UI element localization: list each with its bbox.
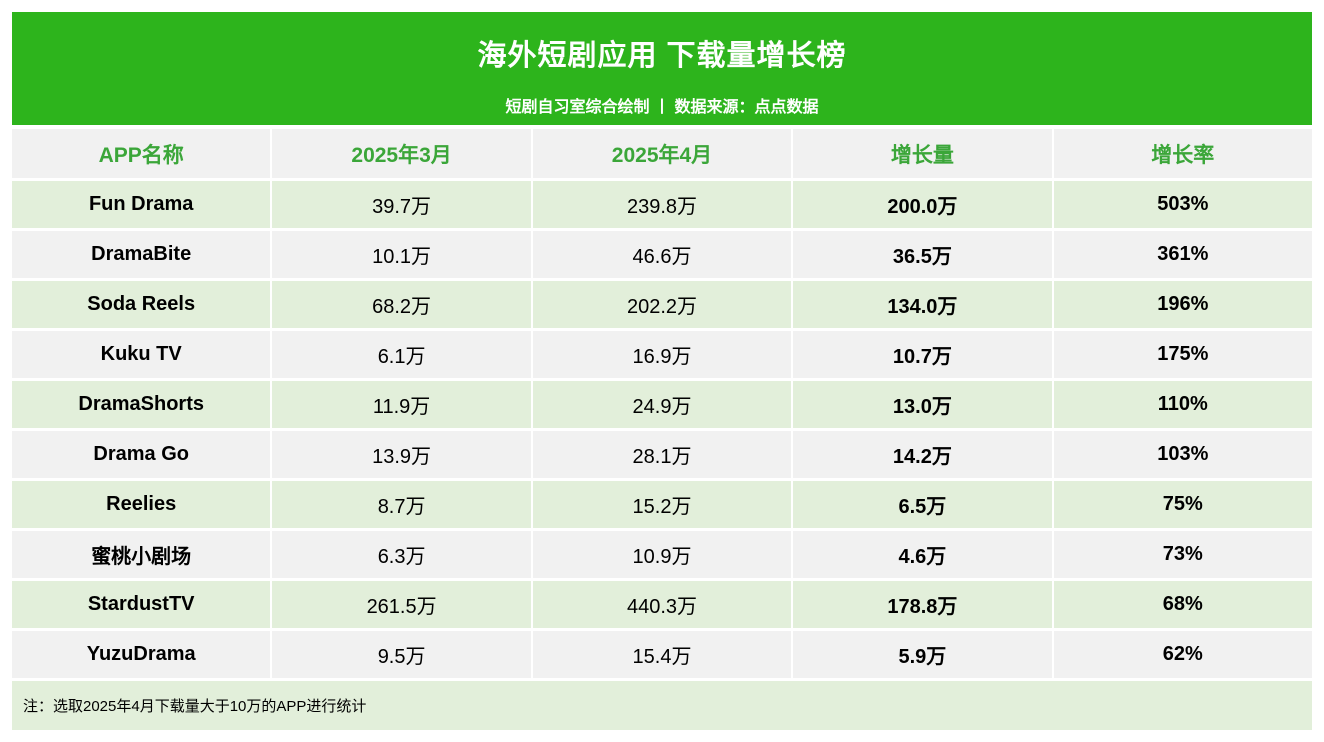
march-value-cell: 8.7万 xyxy=(272,481,531,528)
growth-value-cell: 10.7万 xyxy=(793,331,1052,378)
title-banner: 海外短剧应用 下载量增长榜 短剧自习室综合绘制 丨 数据来源：点点数据 xyxy=(12,12,1312,125)
app-name-cell: Soda Reels xyxy=(12,281,271,328)
march-value-cell: 68.2万 xyxy=(272,281,531,328)
growth-rate-cell: 361% xyxy=(1053,231,1312,278)
download-growth-table: APP名称 2025年3月 2025年4月 增长量 增长率 Fun Drama … xyxy=(12,129,1312,678)
growth-rate-cell: 62% xyxy=(1053,631,1312,678)
growth-value-cell: 36.5万 xyxy=(793,231,1052,278)
growth-rate-cell: 196% xyxy=(1053,281,1312,328)
march-value-cell: 9.5万 xyxy=(272,631,531,678)
column-header-march-2025: 2025年3月 xyxy=(272,129,531,178)
app-name-cell: Reelies xyxy=(12,481,271,528)
growth-value-cell: 4.6万 xyxy=(793,531,1052,578)
growth-rate-cell: 503% xyxy=(1053,181,1312,228)
growth-value-cell: 6.5万 xyxy=(793,481,1052,528)
growth-value-cell: 13.0万 xyxy=(793,381,1052,428)
app-name-cell: DramaBite xyxy=(12,231,271,278)
app-name-cell: DramaShorts xyxy=(12,381,271,428)
growth-value-cell: 178.8万 xyxy=(793,581,1052,628)
march-value-cell: 11.9万 xyxy=(272,381,531,428)
column-header-april-2025: 2025年4月 xyxy=(532,129,792,178)
growth-rate-cell: 110% xyxy=(1053,381,1312,428)
app-name-cell: StardustTV xyxy=(12,581,271,628)
app-name-cell: Kuku TV xyxy=(12,331,271,378)
march-value-cell: 10.1万 xyxy=(272,231,531,278)
growth-value-cell: 5.9万 xyxy=(793,631,1052,678)
column-header-growth-rate: 增长率 xyxy=(1053,129,1312,178)
content-area: 海外短剧应用 下载量增长榜 短剧自习室综合绘制 丨 数据来源：点点数据 APP名… xyxy=(12,12,1312,730)
footnote: 注：选取2025年4月下载量大于10万的APP进行统计 xyxy=(12,681,1312,730)
growth-value-cell: 200.0万 xyxy=(793,181,1052,228)
march-value-cell: 261.5万 xyxy=(272,581,531,628)
growth-rate-cell: 75% xyxy=(1053,481,1312,528)
april-value-cell: 46.6万 xyxy=(532,231,792,278)
march-value-cell: 39.7万 xyxy=(272,181,531,228)
april-value-cell: 440.3万 xyxy=(532,581,792,628)
march-value-cell: 13.9万 xyxy=(272,431,531,478)
app-name-cell: YuzuDrama xyxy=(12,631,271,678)
march-value-cell: 6.3万 xyxy=(272,531,531,578)
april-value-cell: 15.2万 xyxy=(532,481,792,528)
column-header-app-name: APP名称 xyxy=(12,129,271,178)
growth-rate-cell: 68% xyxy=(1053,581,1312,628)
april-value-cell: 28.1万 xyxy=(532,431,792,478)
april-value-cell: 24.9万 xyxy=(532,381,792,428)
column-header-growth-amount: 增长量 xyxy=(793,129,1052,178)
page-title: 海外短剧应用 下载量增长榜 xyxy=(477,40,847,72)
page-subtitle: 短剧自习室综合绘制 丨 数据来源：点点数据 xyxy=(505,99,819,116)
growth-value-cell: 14.2万 xyxy=(793,431,1052,478)
app-name-cell: 蜜桃小剧场 xyxy=(12,531,271,578)
growth-rate-cell: 103% xyxy=(1053,431,1312,478)
april-value-cell: 15.4万 xyxy=(532,631,792,678)
april-value-cell: 202.2万 xyxy=(532,281,792,328)
april-value-cell: 239.8万 xyxy=(532,181,792,228)
growth-rate-cell: 73% xyxy=(1053,531,1312,578)
growth-value-cell: 134.0万 xyxy=(793,281,1052,328)
april-value-cell: 10.9万 xyxy=(532,531,792,578)
growth-rate-cell: 175% xyxy=(1053,331,1312,378)
app-name-cell: Fun Drama xyxy=(12,181,271,228)
april-value-cell: 16.9万 xyxy=(532,331,792,378)
march-value-cell: 6.1万 xyxy=(272,331,531,378)
app-name-cell: Drama Go xyxy=(12,431,271,478)
